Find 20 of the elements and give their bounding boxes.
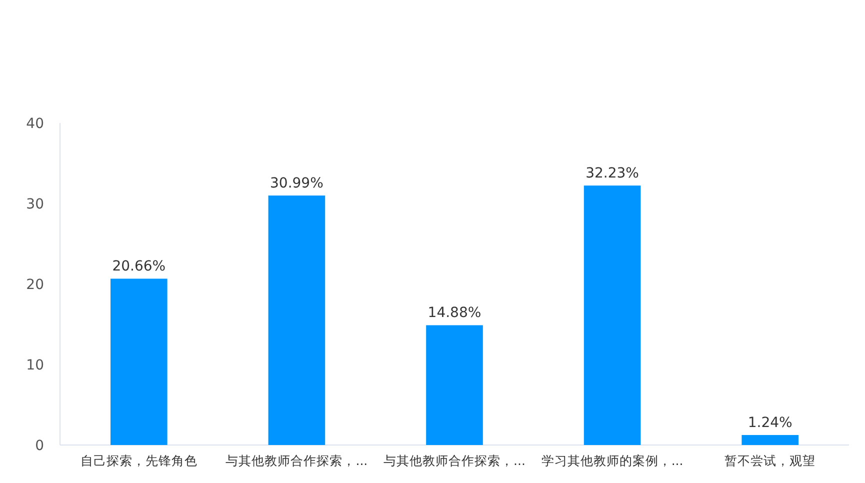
x-tick-label: 自己探索，先锋角色 xyxy=(80,453,198,468)
y-tick-label: 0 xyxy=(35,438,44,454)
data-label: 30.99% xyxy=(270,176,324,192)
data-label: 32.23% xyxy=(586,166,639,182)
x-tick-label: 暂不尝试，观望 xyxy=(724,453,816,468)
y-tick-label: 30 xyxy=(26,196,44,212)
data-label: 14.88% xyxy=(428,305,482,322)
y-tick-label: 10 xyxy=(26,357,44,374)
bar xyxy=(426,325,483,445)
x-tick-label: 学习其他教师的案例，... xyxy=(541,453,684,468)
x-tick-label: 与其他教师合作探索，... xyxy=(226,453,368,468)
data-label: 1.24% xyxy=(748,415,792,432)
y-tick-label: 40 xyxy=(26,116,44,132)
bar xyxy=(584,186,641,445)
bar xyxy=(110,278,168,445)
bar xyxy=(742,435,799,445)
bar xyxy=(268,196,326,445)
data-label: 20.66% xyxy=(112,258,166,275)
x-tick-label: 与其他教师合作探索，... xyxy=(384,453,526,468)
y-tick-label: 20 xyxy=(26,276,44,293)
